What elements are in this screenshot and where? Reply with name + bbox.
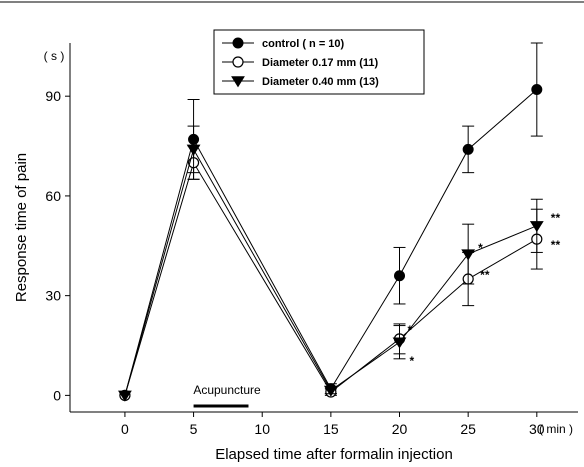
series-2: ****: [118, 125, 561, 402]
data-point: [462, 143, 474, 155]
series-layer: *********: [118, 42, 561, 402]
data-point: [323, 385, 338, 397]
legend-marker: [232, 56, 244, 68]
legend-label: control ( n = 10): [262, 38, 345, 50]
legend: control ( n = 10) Diameter 0.17 mm (11) Di…: [213, 29, 425, 95]
legend-marker: [231, 76, 245, 88]
significance-label: *: [410, 354, 415, 368]
x-unit-label: ( min ): [539, 422, 573, 436]
series-line: [124, 148, 538, 396]
data-point: [118, 390, 132, 402]
x-tick-label: 5: [190, 421, 198, 437]
acupuncture-annotation: Acupuncture: [193, 383, 261, 408]
series-line: [124, 161, 538, 396]
data-point: [529, 221, 544, 233]
x-tick-label: 15: [323, 421, 339, 437]
series-1: *****: [119, 145, 561, 401]
x-tick-label: 20: [392, 421, 408, 437]
significance-label: *: [478, 241, 483, 255]
x-axis-title: Elapsed time after formalin injection: [215, 446, 453, 463]
data-point: [394, 270, 406, 282]
legend-entry: Diameter 0.40 mm (13): [222, 76, 379, 88]
data-point: [392, 337, 407, 349]
x-tick-label: 30: [529, 421, 545, 437]
significance-label: *: [408, 323, 413, 337]
x-tick-label: 25: [460, 421, 476, 437]
legend-marker: [232, 37, 244, 49]
legend-label: Diameter 0.17 mm (11): [262, 57, 379, 69]
x-tick-label: 0: [121, 421, 129, 437]
y-tick-label: 0: [53, 387, 61, 403]
y-unit-label: ( s ): [44, 49, 65, 63]
y-tick-label: 90: [45, 88, 61, 104]
acupuncture-label: Acupuncture: [193, 383, 261, 397]
y-axis-title: Response time of pain: [13, 153, 30, 302]
x-tick-label: 10: [254, 421, 270, 437]
series-0: [119, 42, 543, 401]
series-line: [124, 89, 538, 396]
data-point: [461, 249, 476, 261]
data-point: [186, 144, 201, 156]
significance-label: **: [480, 268, 490, 282]
legend-label: Diameter 0.40 mm (13): [262, 76, 379, 88]
significance-label: **: [551, 211, 561, 225]
significance-label: **: [551, 238, 561, 252]
y-tick-label: 60: [45, 188, 61, 204]
legend-entry: Diameter 0.17 mm (11): [222, 56, 379, 69]
y-tick-label: 30: [45, 288, 61, 304]
axes: 0 30 60 90 0 5 10 15 20 25 30 ( s ) ( min ) Elapsed t…: [13, 43, 578, 463]
data-point: [531, 84, 543, 96]
legend-entry: control ( n = 10): [222, 37, 345, 50]
